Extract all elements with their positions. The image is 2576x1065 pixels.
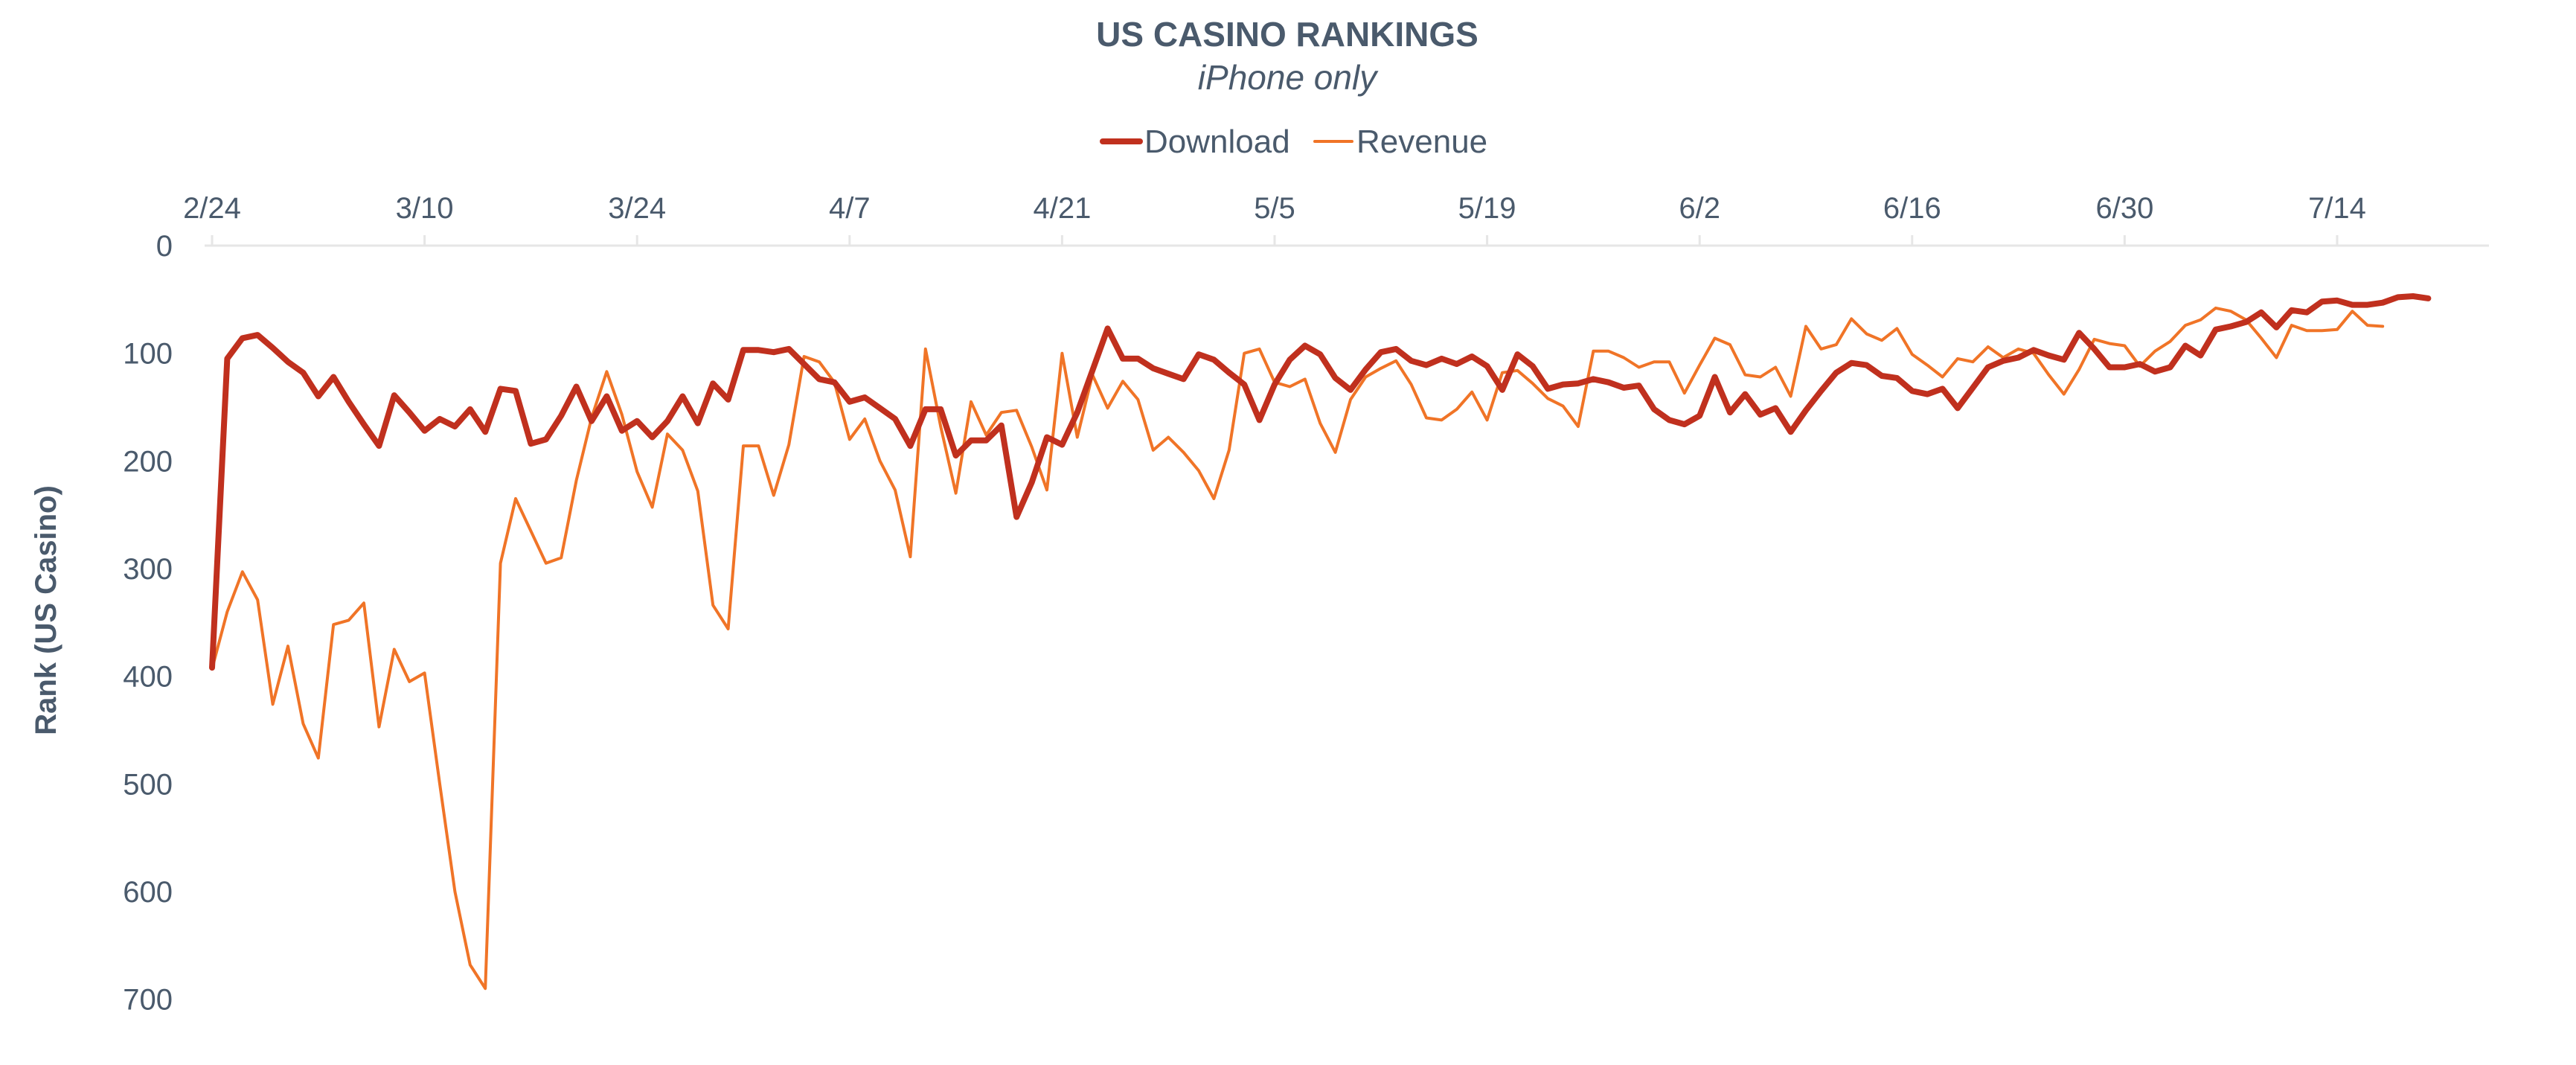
y-tick-label: 400 [123, 661, 173, 694]
series-layer [209, 293, 2432, 991]
x-tick-label: 3/10 [396, 192, 454, 225]
chart-title: US CASINO RANKINGS [1096, 15, 1478, 54]
y-tick-label: 0 [156, 230, 173, 263]
y-tick-label: 100 [123, 338, 173, 371]
x-tick-label: 3/24 [608, 192, 666, 225]
series-line-download [209, 293, 2432, 671]
legend-item-download: Download [1100, 124, 1290, 160]
y-tick-label: 200 [123, 445, 173, 478]
legend-label: Revenue [1356, 124, 1487, 160]
x-tick-label: 4/7 [829, 192, 871, 225]
x-tick-label: 5/19 [1458, 192, 1516, 225]
x-tick-label: 6/30 [2095, 192, 2153, 225]
x-tick-label: 2/24 [183, 192, 241, 225]
legend-label: Download [1144, 124, 1290, 160]
legend: Download Revenue [1100, 124, 1487, 160]
y-tick-label: 600 [123, 876, 173, 909]
x-tick-label: 7/14 [2308, 192, 2366, 225]
axes: 2/24 3/10 3/24 4/7 4/21 5/5 5/19 6/2 6/16 6/30 7/1… [123, 192, 2489, 1017]
x-tick-label: 6/16 [1883, 192, 1941, 225]
chart-subtitle: iPhone only [1198, 58, 1379, 97]
y-tick-label: 500 [123, 768, 173, 801]
x-tick-label: 6/2 [1679, 192, 1720, 225]
legend-item-revenue: Revenue [1313, 124, 1487, 160]
x-tick-label: 5/5 [1254, 192, 1295, 225]
y-tick-label: 300 [123, 553, 173, 586]
y-tick-label: 700 [123, 984, 173, 1017]
y-axis-title: Rank (US Casino) [30, 485, 63, 735]
series-line-revenue [211, 306, 2385, 991]
x-tick-label: 4/21 [1033, 192, 1091, 225]
